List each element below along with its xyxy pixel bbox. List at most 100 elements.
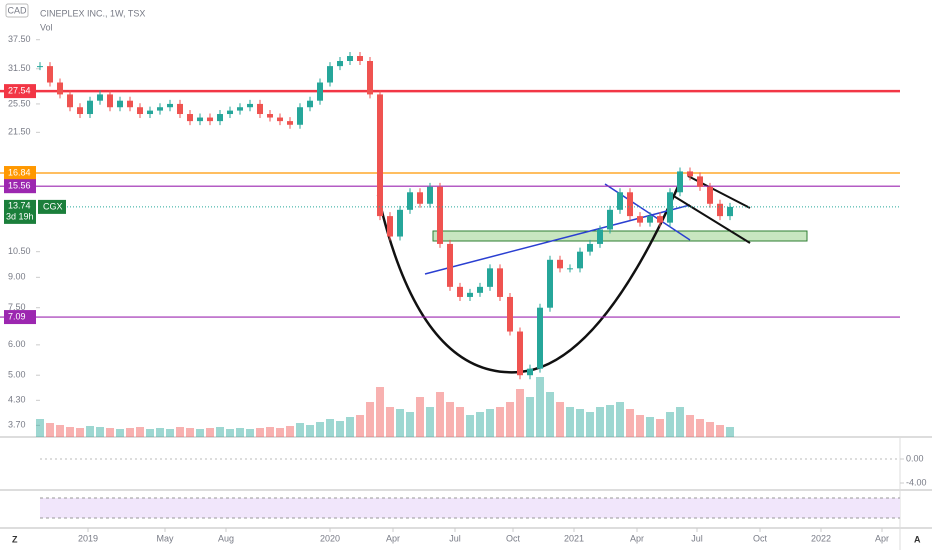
x-tick-label: May [156, 533, 174, 543]
volume-bar [396, 409, 404, 437]
volume-bar [226, 429, 234, 437]
y-tick-label: 6.00 [8, 339, 26, 349]
candle [237, 107, 243, 111]
volume-bar [656, 419, 664, 437]
candle [157, 107, 163, 111]
volume-bar [186, 428, 194, 437]
volume-bar [456, 407, 464, 437]
candle [177, 103, 183, 115]
candle [267, 114, 273, 118]
volume-bar [156, 428, 164, 437]
price-tag [4, 84, 36, 99]
volume-bar [56, 425, 64, 437]
volume-bar [286, 426, 294, 437]
y-tick-label: 7.50 [8, 302, 26, 312]
candle [727, 206, 733, 217]
volume-bar [706, 422, 714, 437]
candle [717, 203, 723, 217]
candle [257, 103, 263, 115]
candle [557, 259, 563, 269]
candle [37, 66, 43, 68]
candle [577, 251, 583, 269]
candle [167, 103, 173, 108]
volume-bar [386, 407, 394, 437]
volume-bar [666, 412, 674, 437]
candle [497, 268, 503, 297]
volume-bar [46, 423, 54, 437]
price-tag-label: 7.09 [8, 311, 26, 321]
candle [97, 94, 103, 101]
volume-bar [466, 415, 474, 437]
candle [127, 100, 133, 108]
candle [467, 292, 473, 297]
footer-left: Z [12, 534, 18, 544]
candle [377, 94, 383, 217]
candle [67, 94, 73, 108]
volume-bar [236, 428, 244, 437]
candle [247, 103, 253, 108]
volume-bar [576, 409, 584, 437]
candle [477, 286, 483, 293]
candle [317, 82, 323, 101]
volume-bar [406, 412, 414, 437]
x-tick-label: Jul [691, 533, 703, 543]
volume-bar [626, 409, 634, 437]
volume-bar [556, 402, 564, 437]
candle [427, 186, 433, 204]
y-tick-label: 37.50 [8, 34, 31, 44]
volume-bar [416, 397, 424, 437]
volume-bar [486, 409, 494, 437]
candle [217, 114, 223, 122]
volume-bar [566, 407, 574, 437]
currency-badge [5, 3, 29, 18]
x-tick-label: Aug [218, 533, 234, 543]
volume-bar [266, 427, 274, 437]
candle [77, 107, 83, 115]
volume-bar [426, 407, 434, 437]
candle [697, 176, 703, 187]
candle [207, 117, 213, 122]
x-tick-label: Apr [386, 533, 400, 543]
candle [227, 110, 233, 115]
volume-bar [216, 427, 224, 437]
candle [187, 114, 193, 122]
volume-bar [36, 419, 44, 437]
candle [677, 171, 683, 193]
volume-bar [586, 412, 594, 437]
volume-bar [546, 392, 554, 437]
volume-bar [606, 405, 614, 437]
volume-bar [126, 428, 134, 437]
candle [287, 121, 293, 125]
candle [607, 209, 613, 230]
candle [627, 192, 633, 217]
volume-bar [66, 427, 74, 437]
volume-bar [696, 419, 704, 437]
volume-bar [436, 392, 444, 437]
y-tick-label: 21.50 [8, 127, 31, 137]
candle [547, 259, 553, 308]
symbol-tag [38, 199, 66, 214]
support-zone [432, 230, 808, 242]
volume-bar [496, 407, 504, 437]
chart-title: CINEPLEX INC., 1W, TSX [40, 8, 145, 18]
volume-bar [446, 402, 454, 437]
candle [707, 186, 713, 204]
volume-bar [86, 426, 94, 437]
x-tick-label: Oct [506, 533, 521, 543]
candle [687, 171, 693, 177]
candle [147, 110, 153, 115]
x-tick-label: 2022 [811, 533, 831, 543]
candle [417, 192, 423, 204]
candle [487, 268, 493, 287]
x-tick-label: Apr [875, 533, 889, 543]
volume-bar [506, 402, 514, 437]
candle [507, 296, 513, 332]
candle [587, 243, 593, 252]
candle [307, 100, 313, 108]
x-tick-label: Jul [449, 533, 461, 543]
y-tick-label: 10.50 [8, 246, 31, 256]
volume-bar [316, 422, 324, 437]
volume-bar [136, 427, 144, 437]
volume-bar [686, 415, 694, 437]
